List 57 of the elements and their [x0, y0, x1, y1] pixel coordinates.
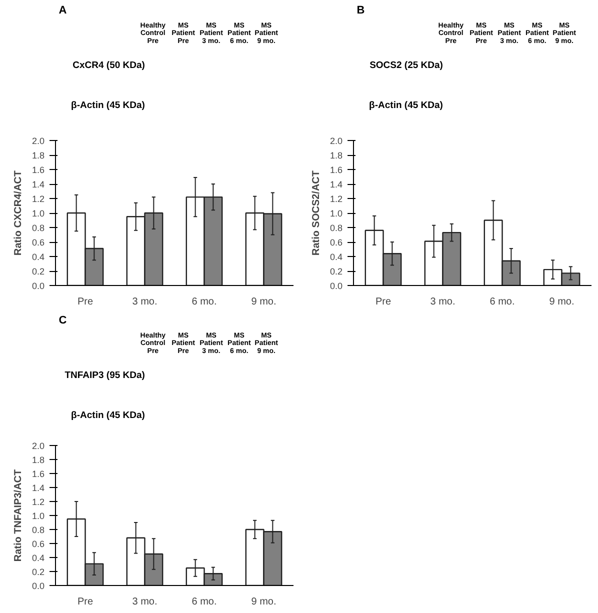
text: C [58, 314, 67, 326]
y-tick-label: 1.8 [330, 150, 343, 160]
y-tick-label: 0.4 [32, 252, 45, 262]
x-tick-label: 6 mo. [490, 296, 515, 308]
x-tick-label: 9 mo. [549, 296, 574, 308]
y-axis-title: Ratio SOCS2/ACT [310, 170, 322, 256]
y-tick-label: 1.8 [32, 455, 45, 465]
x-tick-label: Pre [77, 596, 94, 608]
y-tick-label: 0.8 [32, 223, 45, 233]
x-tick-label: 3 mo. [430, 296, 456, 308]
y-tick-label: 0.0 [32, 281, 45, 291]
y-tick-label: 2.0 [330, 136, 343, 146]
text: A [58, 4, 67, 16]
y-tick-label: 1.6 [330, 165, 343, 175]
x-tick-label: 9 mo. [251, 596, 276, 608]
text: β-Actin (45 KDa) [71, 410, 145, 421]
y-tick-label: 0.4 [330, 252, 343, 262]
y-tick-label: 1.2 [32, 194, 45, 204]
text: SOCS2 (25 KDa) [370, 60, 443, 71]
y-tick-label: 0.8 [330, 223, 343, 233]
y-tick-label: 1.2 [32, 497, 45, 507]
y-tick-label: 2.0 [32, 441, 45, 451]
text: TNFAIP3 (95 KDa) [64, 370, 145, 381]
x-tick-label: 3 mo. [132, 596, 158, 608]
y-tick-label: 0.0 [330, 281, 343, 291]
x-tick-label: 3 mo. [132, 296, 158, 308]
y-tick-label: 1.4 [32, 180, 45, 190]
y-tick-label: 2.0 [32, 136, 45, 146]
y-tick-label: 1.0 [32, 208, 45, 218]
text: CxCR4 (50 KDa) [72, 60, 145, 71]
x-tick-label: 6 mo. [192, 596, 217, 608]
text: β-Actin (45 KDa) [71, 100, 145, 111]
y-tick-label: 0.6 [330, 238, 343, 248]
y-tick-label: 1.2 [330, 194, 343, 204]
y-axis-title: Ratio TNFAIP3/ACT [12, 469, 24, 562]
y-tick-label: 0.2 [330, 266, 343, 276]
x-tick-label: 9 mo. [251, 296, 276, 308]
text: B [356, 4, 365, 16]
y-tick-label: 0.2 [32, 266, 45, 276]
y-tick-label: 1.8 [32, 150, 45, 160]
y-tick-label: 1.0 [330, 208, 343, 218]
y-tick-label: 1.4 [330, 180, 343, 190]
x-tick-label: 6 mo. [192, 296, 217, 308]
y-tick-label: 1.6 [32, 469, 45, 479]
y-tick-label: 0.0 [32, 581, 45, 591]
y-tick-label: 0.8 [32, 525, 45, 535]
x-tick-label: Pre [77, 296, 94, 308]
y-axis-title: Ratio CXCR4/ACT [12, 170, 24, 256]
y-tick-label: 1.4 [32, 483, 45, 493]
y-tick-label: 1.0 [32, 511, 45, 521]
y-tick-label: 1.6 [32, 165, 45, 175]
y-tick-label: 0.2 [32, 567, 45, 577]
y-tick-label: 0.4 [32, 553, 45, 563]
text: β-Actin (45 KDa) [369, 100, 443, 111]
x-tick-label: Pre [375, 296, 392, 308]
y-tick-label: 0.6 [32, 238, 45, 248]
y-tick-label: 0.6 [32, 539, 45, 549]
